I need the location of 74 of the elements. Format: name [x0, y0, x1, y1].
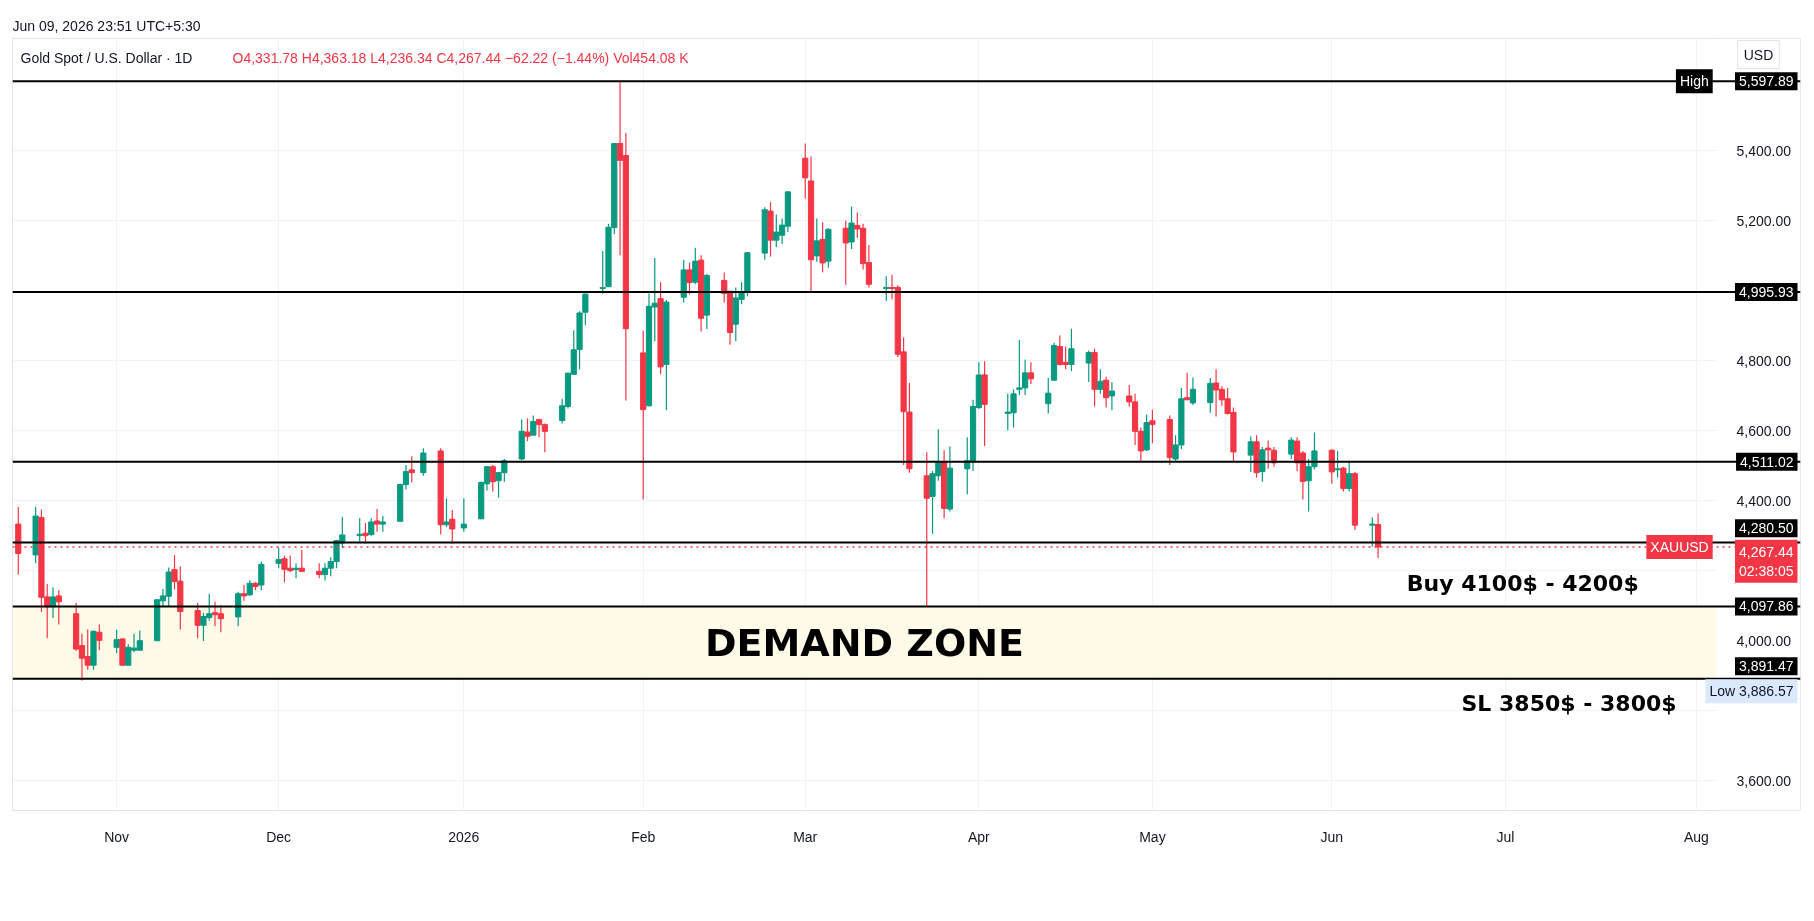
ref-line-label: 4,511.02: [1740, 453, 1794, 470]
candlestick: [362, 522, 369, 545]
annotation: Low 3,886.57: [1709, 683, 1794, 700]
ref-line-label: 5,597.89: [1739, 73, 1794, 90]
text: Jun 09, 2026 23:51 UTC+5:30: [12, 17, 201, 34]
annotation: SL 3850$ - 3800$: [1461, 690, 1677, 716]
candlestick: [1259, 446, 1266, 483]
candlestick: [802, 142, 809, 200]
text: Gold Spot / U.S. Dollar · 1D: [20, 49, 193, 66]
text: O4,331.78 H4,363.18 L4,236.34 C4,267.44 −62.22 (−1.44%) Vol454.08 K: [232, 49, 690, 66]
candlestick: [1189, 376, 1197, 406]
candlestick: [235, 591, 242, 627]
candlestick: [55, 589, 62, 626]
candlestick: [1369, 516, 1376, 548]
candlestick: [530, 414, 537, 436]
x-tick-label: Jul: [1496, 828, 1515, 845]
y-tick-label: 5,400.00: [1736, 142, 1792, 159]
candlestick: [819, 221, 826, 273]
legend-label: 4,267.44 02:38:05: [1739, 543, 1794, 579]
annotation: High: [1679, 73, 1709, 90]
x-tick-label: Apr: [967, 828, 991, 845]
candlestick: [113, 628, 120, 654]
candlestick: [848, 205, 855, 250]
candlestick: [449, 509, 456, 545]
candlestick: [1334, 450, 1341, 479]
candlestick: [275, 546, 282, 569]
candlestick: [524, 417, 531, 442]
x-tick-label: Aug: [1683, 828, 1709, 845]
candlestick: [96, 623, 103, 651]
x-tick-label: Mar: [793, 828, 818, 845]
candlestick: [1184, 372, 1191, 401]
candlestick: [1103, 376, 1110, 409]
x-tick-label: 2026: [448, 828, 480, 845]
candlestick: [686, 261, 693, 296]
candlestick: [1027, 361, 1035, 385]
candlestick: [1288, 436, 1295, 460]
candlestick: [373, 508, 381, 533]
x-tick-label: May: [1139, 828, 1166, 845]
annotation: XAUUSD: [1650, 539, 1709, 556]
x-tick-label: Feb: [631, 828, 656, 845]
y-axis-title: USD: [1743, 46, 1774, 63]
y-tick-label: 4,400.00: [1736, 492, 1792, 509]
x-tick-label: Dec: [266, 828, 292, 845]
candlestick: [1097, 368, 1104, 395]
ref-line-label: 4,995.93: [1739, 284, 1794, 301]
candlestick: [258, 560, 265, 591]
candlestick: [240, 584, 248, 602]
x-tick-label: Nov: [104, 828, 130, 845]
candlestick: [692, 247, 699, 285]
y-tick-label: 3,600.00: [1736, 772, 1792, 789]
ref-line-label: 3,891.47: [1739, 658, 1794, 675]
x-tick-label: Jun: [1320, 828, 1344, 845]
ref-line-label: 4,280.50: [1739, 520, 1794, 537]
candlestick: [1108, 381, 1116, 411]
candlestick: [1068, 328, 1075, 372]
candlestick: [1340, 466, 1347, 493]
annotation: Buy 4100$ - 4200$: [1406, 571, 1639, 597]
candlestick: [1207, 377, 1214, 414]
candlestick: [842, 219, 849, 286]
candlestick: [408, 455, 415, 484]
candlestick: [194, 602, 201, 639]
y-tick-label: 4,000.00: [1736, 632, 1792, 649]
candlestick: [443, 497, 450, 528]
candlestick: [420, 447, 427, 477]
y-tick-label: 4,800.00: [1736, 352, 1792, 369]
band-label: DEMAND ZONE: [705, 620, 1024, 665]
candlestick: [1346, 460, 1353, 493]
candlestick: [1149, 409, 1156, 444]
ref-line-label: 4,097.86: [1739, 598, 1794, 615]
candlestick: [460, 497, 467, 533]
y-tick-label: 5,200.00: [1736, 212, 1792, 229]
candlestick: [1045, 377, 1052, 415]
candlestick: [883, 275, 890, 302]
y-tick-label: 4,600.00: [1736, 422, 1792, 439]
